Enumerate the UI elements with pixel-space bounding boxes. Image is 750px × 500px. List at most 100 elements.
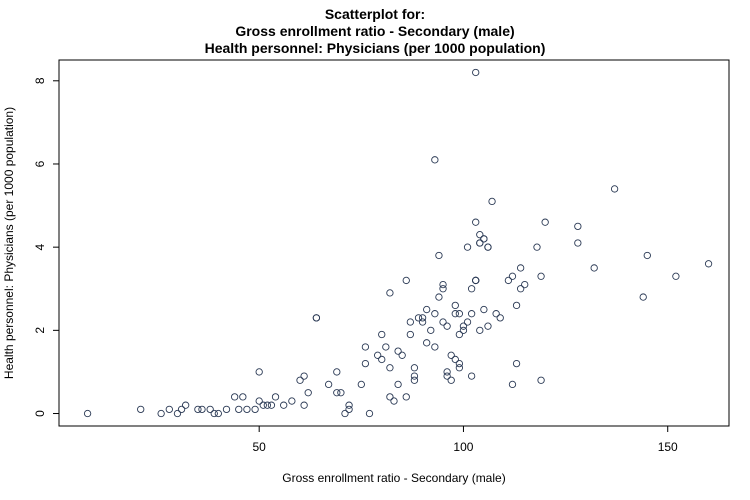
data-point [443,372,451,380]
data-point [406,330,414,339]
data-point [431,156,439,164]
data-point [243,405,251,414]
data-point [418,318,427,326]
data-point [304,389,312,397]
data-point [263,401,272,409]
data-point [165,405,173,414]
data-point [521,280,529,289]
data-point [402,276,410,285]
data-point [382,343,390,351]
data-point [271,393,280,401]
data-point [255,368,263,376]
data-point [83,409,92,418]
data-point [435,251,443,260]
data-point [537,376,545,384]
data-point [537,272,545,280]
data-point [639,293,647,301]
x-axis-label: Gross enrollment ratio - Secondary (male… [282,471,505,485]
y-tick-label: 0 [33,410,47,417]
y-axis-label: Health personnel: Physicians (per 1000 p… [2,107,16,379]
data-point [423,339,431,347]
data-point [451,310,459,318]
data-point [467,372,476,380]
data-point [480,235,488,243]
data-point [410,364,419,372]
data-point [480,305,488,314]
data-point [173,409,182,418]
data-point [280,401,288,409]
data-point [259,401,267,409]
data-point [455,364,464,372]
x-axis: 50 100 150 [253,426,678,454]
data-point [508,272,517,280]
data-point [418,314,427,322]
data-point [590,264,598,272]
data-point [378,330,386,339]
data-point [455,310,464,318]
data-point [488,197,496,206]
chart-title-line-3: Health personnel: Physicians (per 1000 p… [204,40,546,56]
data-point [431,343,439,351]
data-point [541,218,549,226]
data-point [198,405,206,414]
data-point [439,280,447,289]
data-point [210,409,218,418]
data-point [516,264,525,272]
y-tick-label: 4 [33,244,47,251]
data-point [324,380,333,389]
data-point [357,380,365,389]
data-point [574,222,582,231]
data-point [300,401,308,409]
data-point [378,355,386,364]
data-point [296,376,304,384]
data-point [365,409,374,418]
data-point [239,393,247,401]
data-point [459,326,468,334]
data-point [386,393,394,401]
data-point [386,364,394,372]
x-tick-label: 50 [253,440,267,454]
data-point [231,393,239,401]
y-tick-label: 6 [33,160,47,167]
data-point [610,185,619,193]
data-point [398,351,406,359]
data-point [476,239,484,247]
data-point [447,351,455,359]
data-point [394,347,402,355]
data-point [443,368,451,376]
data-point [374,351,382,359]
data-point [439,285,447,293]
data-point [574,239,582,247]
data-point [484,322,492,330]
data-point [643,251,651,260]
data-point [406,318,414,326]
data-point [194,405,202,414]
data-point [463,243,472,251]
data-point [463,318,472,326]
data-point [496,314,504,322]
data-point [222,405,231,414]
data-point [459,322,468,330]
y-axis: 0 2 4 6 8 [33,77,59,417]
x-tick-label: 100 [453,440,473,454]
data-point [451,301,459,310]
data-point [177,405,186,414]
data-point [312,314,321,322]
data-point [512,359,521,368]
data-point [235,405,243,414]
data-point [439,318,447,326]
data-point [137,405,145,414]
data-point [333,368,341,376]
data-point [206,405,214,414]
data-point [251,405,259,414]
data-point [157,409,165,418]
data-point [345,401,353,409]
data-point [361,343,370,351]
data-point [181,401,190,409]
data-point [476,326,484,334]
data-point [472,276,480,285]
data-point [255,397,263,405]
data-point [451,355,459,364]
data-point [533,243,541,251]
